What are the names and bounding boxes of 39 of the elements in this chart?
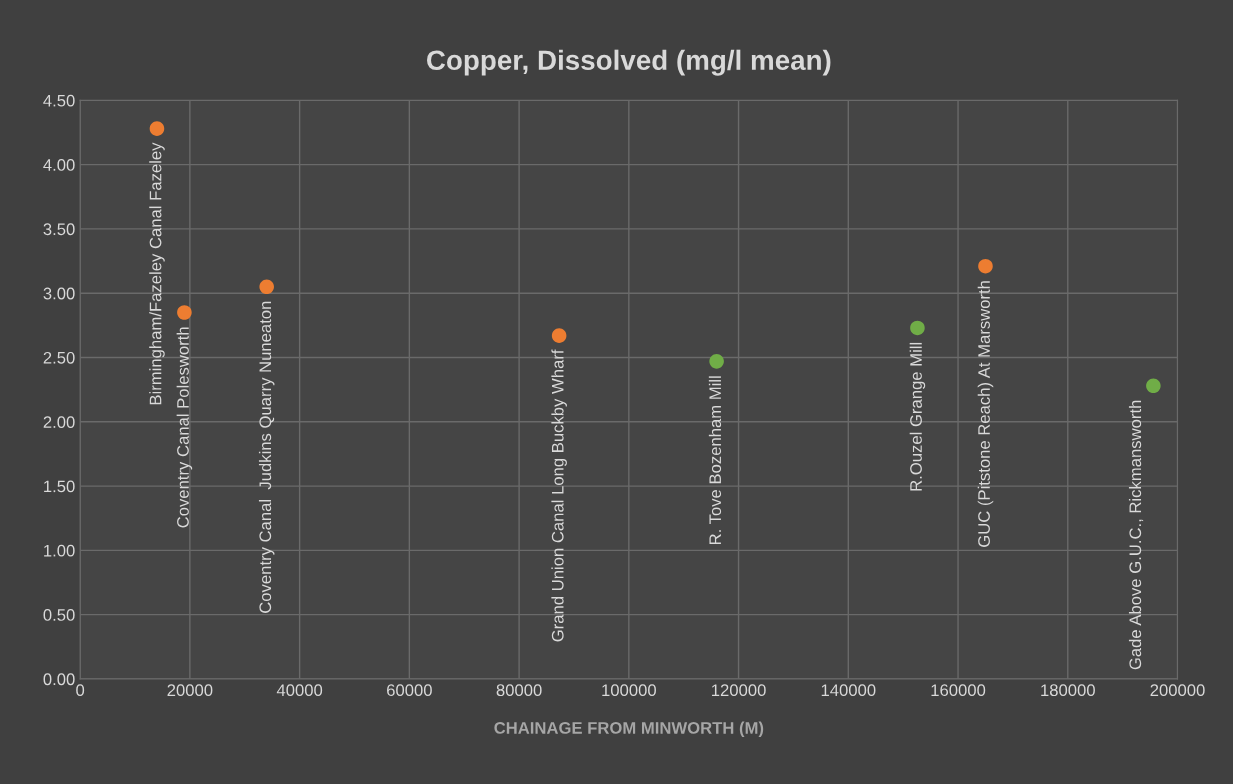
y-tick-label: 4.50 [43,94,75,107]
x-tick-label: 100000 [602,684,656,697]
x-tick-label: 140000 [821,684,876,697]
y-tick-label: 1.50 [44,480,75,493]
y-tick-label: 1.00 [44,544,75,557]
annotation: Birmingham/Fazeley Canal Fazeley [149,142,165,405]
x-tick-label: 0 [76,684,85,697]
x-tick-label: 60000 [387,684,432,697]
y-tick-label: 3.00 [43,287,75,300]
x-tick-label: 200000 [1150,684,1205,697]
x-tick-label: 120000 [712,684,766,697]
annotation: R.Ouzel Grange Mill [909,342,926,491]
annotation: Coventry Canal Polesworth [176,327,193,528]
point [259,279,274,295]
x-tick-label: 180000 [1041,684,1095,697]
x-axis-title: CHAINAGE FROM MINWORTH (M) [494,721,764,738]
y-tick-label: 4.00 [43,159,75,171]
point [910,320,925,336]
annotation: GUC (Pitstone Reach) At Marsworth [977,281,994,547]
annotation: Grand Union Canal Long Buckby Wharf [551,349,567,642]
x-tick-label: 80000 [496,684,542,697]
annotation: Gade Above G.U.C., Rickmansworth [1128,400,1144,670]
point [709,354,724,369]
y-tick-label: 3.50 [43,223,75,236]
point [177,305,192,320]
point [551,328,567,343]
chart-title: Copper, Dissolved (mg/l mean) [427,49,831,76]
annotation: R. Tove Bozenham Mill [708,376,722,545]
point [1146,378,1161,394]
y-tick-label: 0.50 [43,609,75,621]
x-tick-label: 160000 [931,684,986,697]
annotation: Coventry Canal Judkins Quarry Nuneaton [258,301,275,613]
y-tick-label: 2.00 [43,416,75,428]
point [149,121,165,136]
y-tick-label: 0.00 [43,673,75,686]
y-tick-label: 2.50 [43,351,75,364]
x-tick-label: 40000 [276,684,323,697]
x-tick-label: 20000 [167,684,213,697]
point [978,258,993,274]
